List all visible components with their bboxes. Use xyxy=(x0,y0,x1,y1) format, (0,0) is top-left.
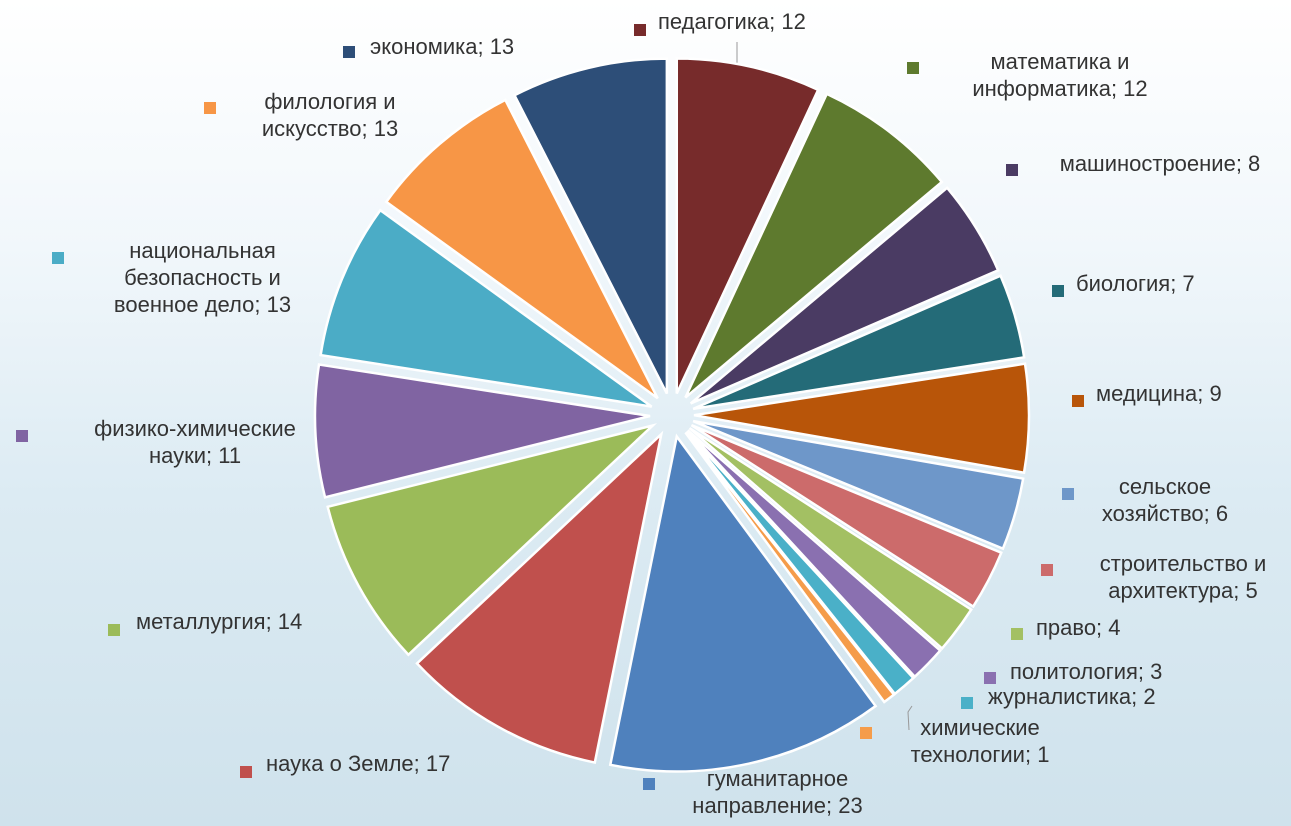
label-marker xyxy=(1062,488,1074,500)
label-marker xyxy=(1041,564,1053,576)
label-marker xyxy=(1011,628,1023,640)
label-marker xyxy=(1006,164,1018,176)
data-label: национальная безопасность и военное дело… xyxy=(80,237,325,318)
data-label: металлургия; 14 xyxy=(136,608,376,635)
data-label: строительство и архитектура; 5 xyxy=(1068,550,1291,604)
data-label: биология; 7 xyxy=(1076,270,1276,297)
label-marker xyxy=(860,727,872,739)
data-label: политология; 3 xyxy=(1010,658,1220,685)
label-marker xyxy=(907,62,919,74)
label-marker xyxy=(634,24,646,36)
chart: педагогика; 12 математика и информатика; … xyxy=(0,0,1291,826)
label-marker xyxy=(52,252,64,264)
data-label: экономика; 13 xyxy=(370,33,600,60)
label-marker xyxy=(108,624,120,636)
label-marker xyxy=(1072,395,1084,407)
data-label: педагогика; 12 xyxy=(658,8,888,35)
data-label: физико-химические науки; 11 xyxy=(80,415,310,469)
data-label: математика и информатика; 12 xyxy=(950,48,1170,102)
data-label: химические технологии; 1 xyxy=(885,714,1075,768)
label-marker xyxy=(240,766,252,778)
data-label: медицина; 9 xyxy=(1096,380,1286,407)
data-label: журналистика; 2 xyxy=(988,683,1238,710)
label-marker xyxy=(961,697,973,709)
data-label: филология и искусство; 13 xyxy=(225,88,435,142)
label-marker xyxy=(204,102,216,114)
label-marker xyxy=(16,430,28,442)
data-label: наука о Земле; 17 xyxy=(266,750,526,777)
label-marker xyxy=(643,778,655,790)
data-label: гуманитарное направление; 23 xyxy=(655,765,900,819)
label-marker xyxy=(1052,285,1064,297)
data-label: право; 4 xyxy=(1036,614,1156,641)
data-label: машиностроение; 8 xyxy=(1030,150,1290,177)
label-marker xyxy=(343,46,355,58)
data-label: сельское хозяйство; 6 xyxy=(1075,473,1255,527)
